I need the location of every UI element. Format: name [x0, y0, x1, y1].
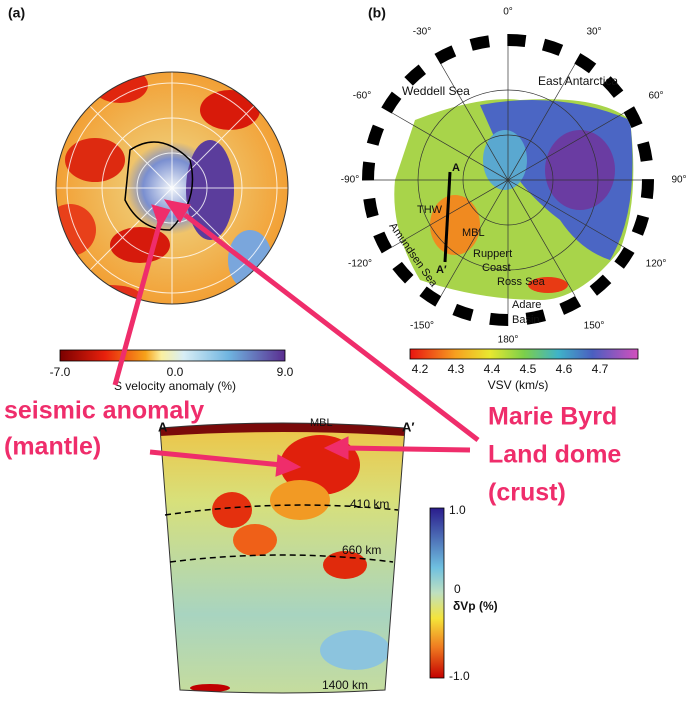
- place: Adare: [512, 299, 541, 311]
- place: Ruppert: [473, 248, 512, 260]
- degree-label: 30°: [586, 27, 601, 38]
- colorbar-title: VSV (km/s): [488, 378, 549, 392]
- degree-label: -90°: [341, 175, 359, 186]
- arrows: [112, 199, 480, 477]
- colorbar-title: S velocity anomaly (%): [114, 379, 236, 393]
- tick-label: 0.0: [167, 365, 184, 379]
- annotation: (mantle): [4, 433, 101, 461]
- place: THW: [417, 204, 443, 216]
- annotation: Marie Byrd: [488, 403, 617, 431]
- panel-label: (a): [8, 5, 25, 21]
- annotation: seismic anomaly: [4, 397, 204, 425]
- tick-label: 9.0: [277, 365, 294, 379]
- degree-label: 0°: [503, 7, 513, 18]
- tick-label: 1.0: [449, 503, 466, 517]
- degree-label: 120°: [646, 259, 667, 270]
- degree-label: -150°: [410, 321, 434, 332]
- place: Basin: [512, 314, 540, 326]
- degree-label: -120°: [348, 259, 372, 270]
- place: A: [452, 162, 460, 174]
- tick-label: 4.7: [592, 362, 609, 376]
- degree-label: 90°: [671, 175, 686, 186]
- annotation: Land dome: [488, 441, 621, 469]
- degree-label: 180°: [498, 335, 519, 346]
- section-label: MBL: [310, 417, 333, 429]
- place: Ross Sea: [497, 276, 546, 288]
- tick-label: 4.4: [484, 362, 501, 376]
- colorbar-title: δVp (%): [453, 599, 498, 613]
- globe-b: [374, 46, 642, 314]
- degree-label: 150°: [584, 321, 605, 332]
- degree-label: -60°: [353, 91, 371, 102]
- depth-label: 1400 km: [322, 678, 368, 692]
- degree-label: -30°: [413, 27, 431, 38]
- tick-label: -1.0: [449, 669, 470, 683]
- place: A′: [436, 264, 447, 276]
- annotation: (crust): [488, 479, 566, 507]
- depth-label: 410 km: [350, 497, 389, 511]
- tick-label: 4.2: [412, 362, 429, 376]
- tick-label: -7.0: [50, 365, 71, 379]
- section-end: A: [158, 419, 168, 434]
- degree-label: 60°: [648, 91, 663, 102]
- tick-label: 0: [454, 582, 461, 596]
- tick-label: 4.5: [520, 362, 537, 376]
- tick-label: 4.3: [448, 362, 465, 376]
- depth-label: 660 km: [342, 543, 381, 557]
- globe-a: [56, 72, 288, 304]
- panel-label: (b): [368, 5, 386, 21]
- section-end: A′: [402, 419, 415, 434]
- place: MBL: [462, 227, 485, 239]
- place: East Antarctica: [538, 74, 618, 88]
- tick-label: 4.6: [556, 362, 573, 376]
- place: Weddell Sea: [402, 84, 470, 98]
- place: Coast: [482, 262, 511, 274]
